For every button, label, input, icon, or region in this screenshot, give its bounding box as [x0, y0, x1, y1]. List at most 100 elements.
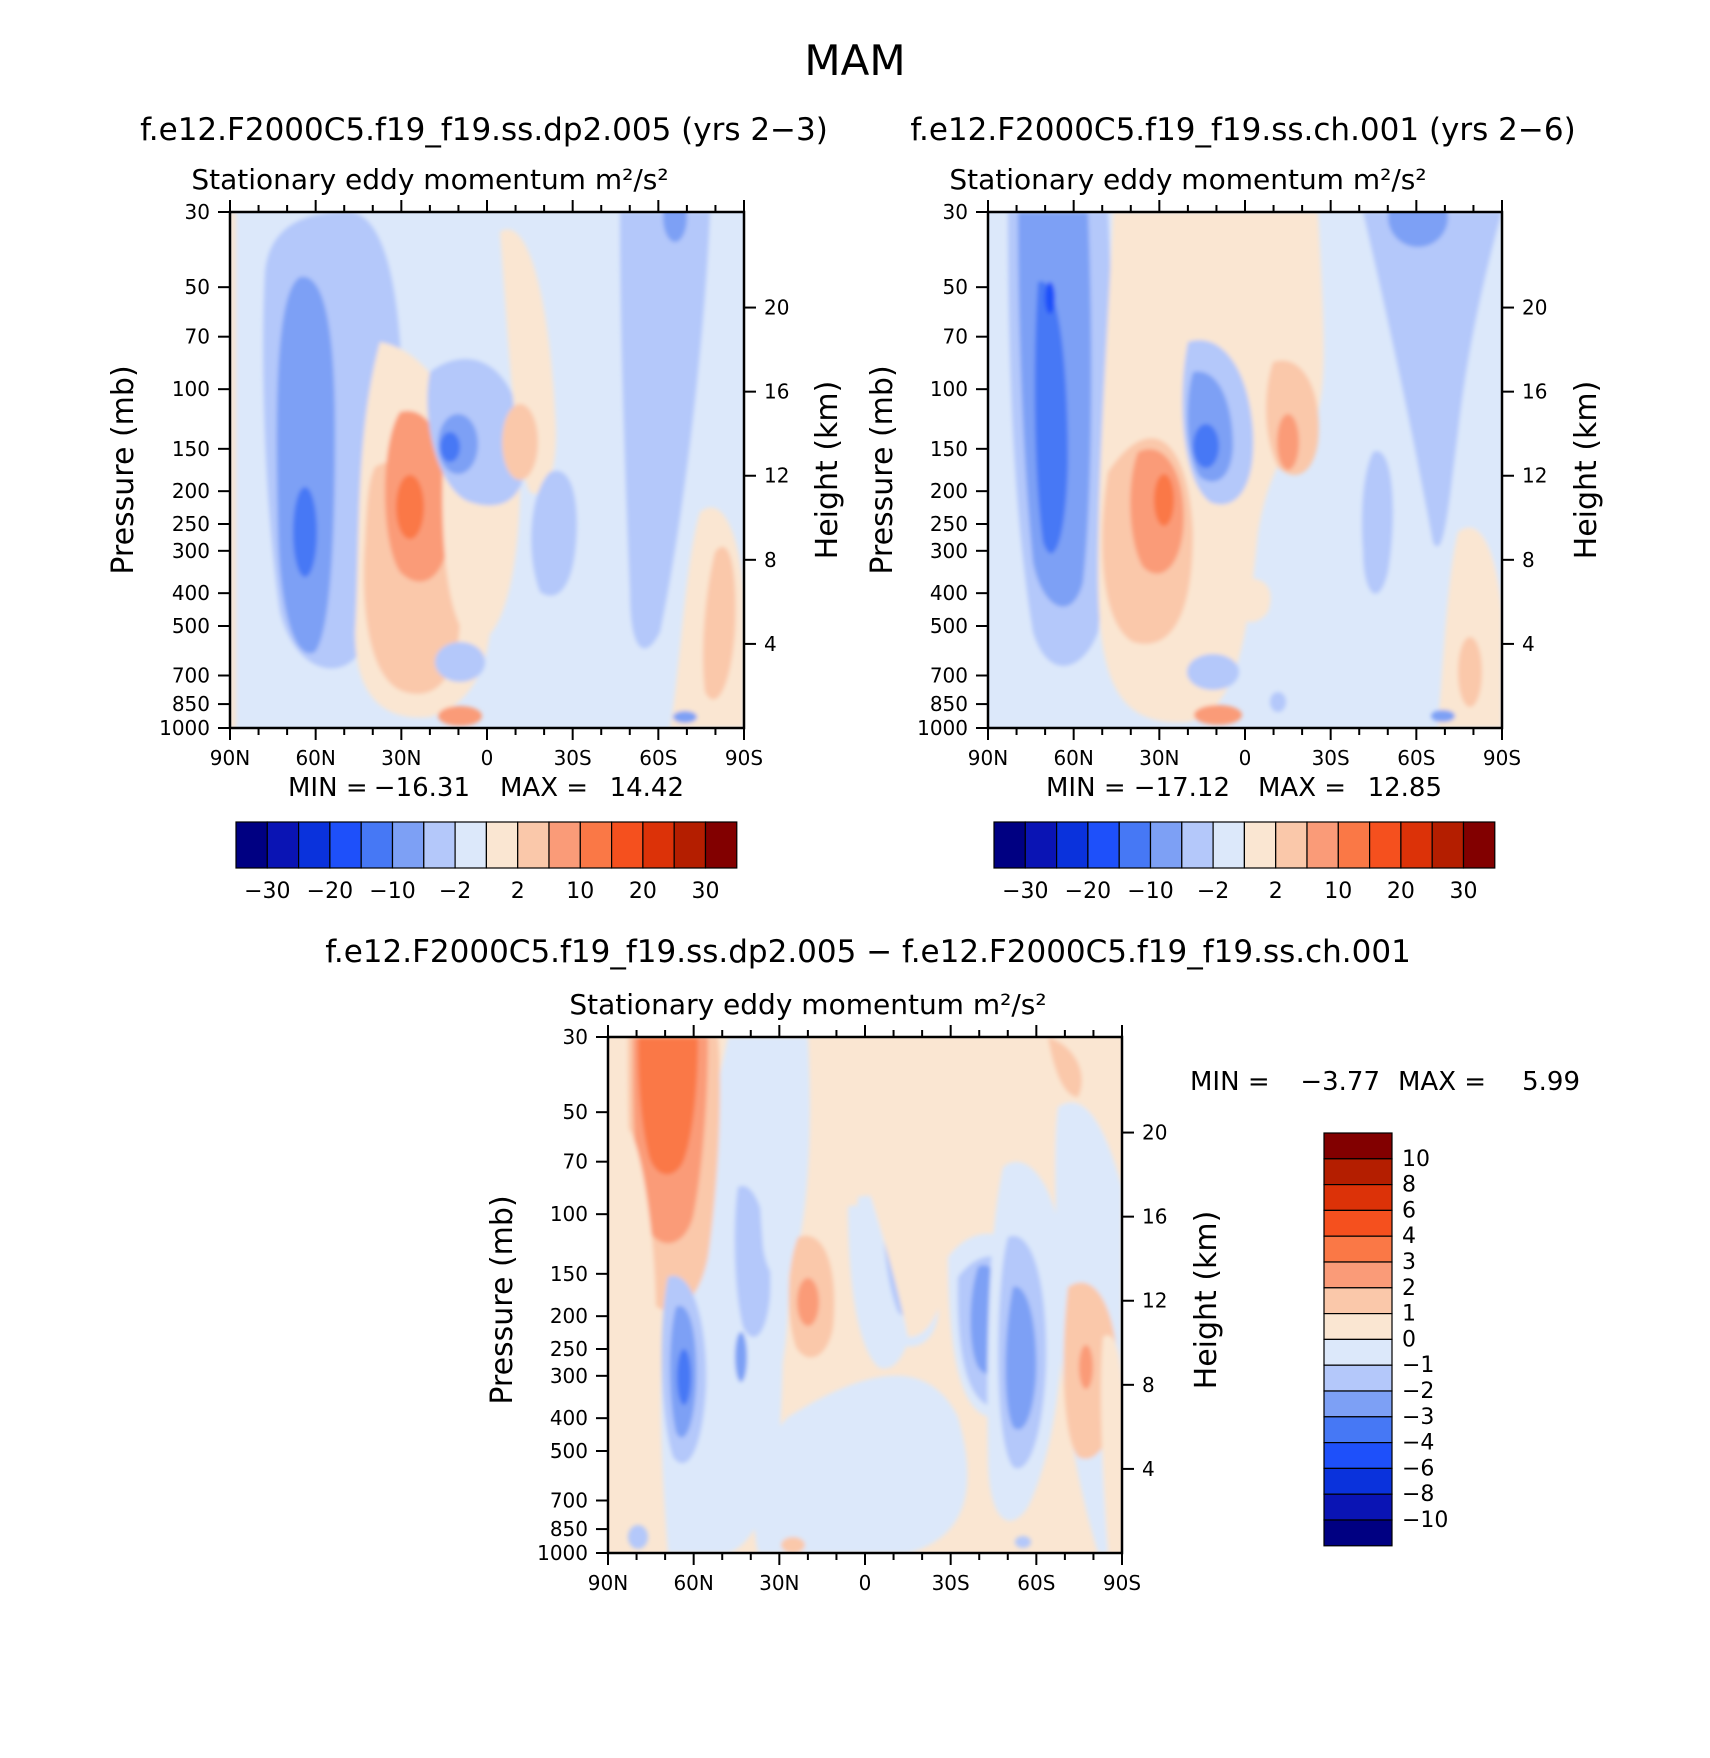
panel-3-colorbar-box [1323, 1364, 1393, 1392]
panel-3-min-value: −3.77 [1300, 1067, 1380, 1097]
panel-3-max-label: MAX = [1398, 1067, 1486, 1097]
panel-3-ytick-label: 100 [550, 1202, 588, 1226]
panel-3-colorbar-box [1323, 1467, 1393, 1495]
panel-3-height-tick-label: 8 [1142, 1373, 1155, 1397]
panel-2-colorbar-box [1149, 821, 1183, 869]
panel-2-colorbar-box [1024, 821, 1058, 869]
panel-3-colorbar-box [1323, 1519, 1393, 1547]
panel-1-ytick-label: 150 [172, 437, 210, 461]
panel-2-ytick-label: 1000 [917, 716, 968, 740]
panel-2-colorbar-box [993, 821, 1026, 869]
panel-2-colorbar-box [1275, 821, 1308, 869]
panel-2-colorbar-label: −30 [1002, 879, 1048, 904]
panel-2-case-title: f.e12.F2000C5.f19_f19.ss.ch.001 (yrs 2−6… [910, 112, 1575, 148]
panel-2-colorbar: −30 −20 −10 −2 2 10 20 30 [993, 821, 1496, 904]
panel-1-colorbar-box [485, 821, 519, 869]
panel-3-height-tick-label: 12 [1142, 1289, 1167, 1313]
panel-1-ytick-label: 70 [185, 325, 210, 349]
panel-3-xtick-label: 30S [932, 1571, 970, 1595]
panel-1-ytick-label: 300 [172, 539, 210, 563]
panel-3-plot [608, 1037, 1122, 1553]
panel-3-colorbar-box [1323, 1235, 1393, 1263]
panel-3-ytick-label: 500 [550, 1439, 588, 1463]
panel-2-max-value: 12.85 [1368, 773, 1442, 803]
panel-3-case-title: f.e12.F2000C5.f19_f19.ss.dp2.005 − f.e12… [325, 934, 1411, 970]
panel-2-colorbar-box [1462, 821, 1496, 869]
panel-2-ytick-label: 50 [943, 275, 968, 299]
panel-1-units: m²/s² [595, 163, 669, 196]
panel-1-height-tick-label: 12 [764, 464, 789, 488]
panel-2-height-tick-label: 8 [1522, 548, 1535, 572]
panel-2-colorbar-box [1431, 821, 1465, 869]
panel-3-xtick-label: 90S [1103, 1571, 1141, 1595]
panel-3-subtitle-text: Stationary eddy momentum [569, 988, 964, 1021]
panel-1-colorbar-box [610, 821, 644, 869]
panel-2-ytick-label: 200 [930, 479, 968, 503]
panel-1-case-title: f.e12.F2000C5.f19_f19.ss.dp2.005 (yrs 2−… [140, 112, 828, 148]
panel-3-ytick-label: 400 [550, 1406, 588, 1430]
panel-2-ytick-label: 850 [930, 692, 968, 716]
panel-2-ytick-label: 400 [930, 581, 968, 605]
panel-3-colorbar-label: 10 [1402, 1147, 1430, 1172]
panel-3-colorbar-label: 0 [1402, 1327, 1416, 1352]
panel-1-xtick-label: 30N [381, 746, 421, 770]
panel-2-max-label: MAX = [1258, 773, 1346, 803]
panel-3-colorbar-label: −3 [1402, 1405, 1434, 1430]
panel-1-colorbar-box [579, 821, 613, 869]
panel-1: f.e12.F2000C5.f19_f19.ss.dp2.005 (yrs 2−… [106, 112, 845, 904]
panel-3-colorbar-label: 1 [1402, 1302, 1416, 1327]
panel-3-ytick-label: 700 [550, 1489, 588, 1513]
panel-2-colorbar-box [1055, 821, 1089, 869]
panel-3-xtick-label: 30N [759, 1571, 799, 1595]
panel-2-ytick-label: 30 [943, 200, 968, 224]
panel-2-height-tick-label: 20 [1522, 296, 1547, 320]
panel-3-colorbar-label: −6 [1402, 1456, 1434, 1481]
panel-2-colorbar-box [1212, 821, 1245, 869]
panel-1-max-value: 14.42 [610, 773, 684, 803]
panel-1-colorbar-box [704, 821, 738, 869]
panel-1-colorbar-box [360, 821, 394, 869]
panel-2-colorbar-box [1118, 821, 1152, 869]
panel-2-plot [988, 212, 1502, 728]
panel-3-colorbar-box [1323, 1209, 1393, 1237]
panel-1-height-tick-label: 4 [764, 632, 777, 656]
panel-3-xtick-label: 60S [1017, 1571, 1055, 1595]
panel-3-colorbar-label: 6 [1402, 1198, 1416, 1223]
panel-3-xtick-label: 60N [673, 1571, 713, 1595]
panel-1-colorbar-box [391, 821, 425, 869]
panel-2-colorbar-label: −20 [1065, 879, 1111, 904]
panel-2-height-tick-label: 12 [1522, 464, 1547, 488]
panel-1-subtitle: Stationary eddy momentum m²/s² [191, 163, 668, 196]
panel-1-colorbar-box [673, 821, 707, 869]
panel-1-subtitle-text: Stationary eddy momentum [191, 163, 586, 196]
panel-3-colorbar-box [1323, 1132, 1393, 1160]
panel-2-ytick-label: 70 [943, 325, 968, 349]
panel-1-ytick-label: 30 [185, 200, 210, 224]
panel-1-colorbar-label: 2 [511, 879, 525, 904]
panel-2-colorbar-box [1087, 821, 1120, 869]
panel-2-xtick-label: 90N [968, 746, 1008, 770]
panel-2-xtick-label: 0 [1239, 746, 1252, 770]
panel-1-plot [230, 212, 744, 728]
panel-3-colorbar-label: 4 [1402, 1224, 1416, 1249]
panel-1-ytick-label: 500 [172, 614, 210, 638]
panel-2-colorbar-label: 2 [1269, 879, 1283, 904]
panel-3-height-tick-label: 16 [1142, 1205, 1167, 1229]
panel-1-xtick-label: 90S [725, 746, 763, 770]
panel-2-colorbar-box [1337, 821, 1371, 869]
panel-3-colorbar-label: 2 [1402, 1276, 1416, 1301]
panel-1-ytick-label: 1000 [159, 716, 210, 740]
panel-3-ytick-label: 30 [563, 1025, 588, 1049]
panel-1-height-tick-label: 20 [764, 296, 789, 320]
panel-3-colorbar-box [1323, 1416, 1393, 1444]
panel-3-colorbar-box [1323, 1183, 1393, 1211]
panel-1-min-label: MIN = [288, 773, 368, 803]
panel-3-colorbar-box [1323, 1312, 1393, 1340]
panel-2-height-tick-label: 4 [1522, 632, 1535, 656]
panel-3-colorbar-label: −10 [1402, 1508, 1448, 1533]
panel-2-colorbar-box [1400, 821, 1433, 869]
panel-3-colorbar-label: 8 [1402, 1173, 1416, 1198]
